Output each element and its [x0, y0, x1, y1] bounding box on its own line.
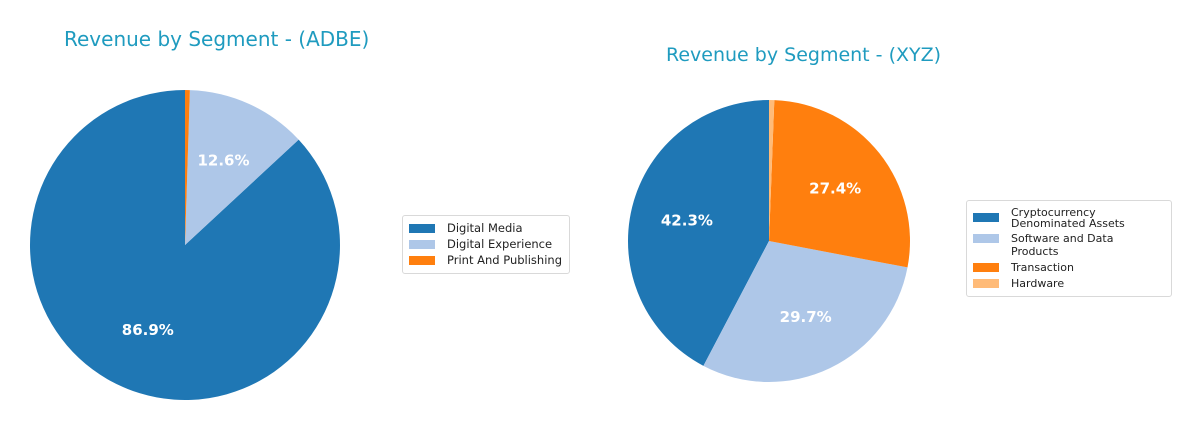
pie-percent-label: 29.7%	[780, 308, 832, 326]
legend-swatch	[409, 240, 435, 249]
legend-swatch	[973, 213, 999, 222]
pie-slice-software-and-data-products	[703, 241, 908, 383]
legend-item-hardware: Hardware	[973, 277, 1164, 290]
pie-slice-print-and-publishing	[185, 90, 190, 245]
legend-swatch	[973, 279, 999, 288]
xyz-chart-panel: Revenue by Segment - (XYZ) 42.3% 29.7% 27.…	[600, 0, 1200, 430]
legend-swatch	[409, 256, 435, 265]
pie-percent-label: 27.4%	[809, 179, 861, 197]
adbe-pie-chart: 86.9% 12.6%	[29, 89, 340, 400]
xyz-chart-title: Revenue by Segment - (XYZ)	[666, 44, 942, 66]
legend-item-software-and-data-products: Software and Data Products	[973, 232, 1164, 258]
legend-item-digital-media: Digital Media	[409, 222, 562, 235]
legend-swatch	[409, 224, 435, 233]
legend-item-transaction: Transaction	[973, 261, 1164, 274]
pie-percent-label: 12.6%	[197, 151, 249, 169]
legend-item-print-and-publishing: Print And Publishing	[409, 254, 562, 267]
adbe-chart-panel: Revenue by Segment - (ADBE) 86.9% 12.6% D…	[29, 27, 570, 400]
legend-swatch	[973, 234, 999, 243]
xyz-legend: Cryptocurrency Denominated Assets Softwa…	[966, 200, 1172, 297]
legend-item-cryptocurrency-denominated-assets: Cryptocurrency Denominated Assets	[973, 207, 1164, 229]
xyz-pie-chart: 42.3% 29.7% 27.4%	[627, 100, 910, 383]
legend-item-digital-experience: Digital Experience	[409, 238, 562, 251]
adbe-legend: Digital Media Digital Experience Print A…	[402, 215, 570, 274]
pie-slice-transaction	[769, 100, 910, 268]
pie-slice-hardware	[769, 100, 775, 241]
pie-slice-digital-media	[29, 89, 340, 400]
pie-percent-label: 42.3%	[661, 212, 713, 230]
adbe-chart-title: Revenue by Segment - (ADBE)	[64, 27, 370, 51]
legend-swatch	[973, 263, 999, 272]
pie-slice-cryptocurrency-denominated-assets	[627, 100, 769, 366]
pie-slice-digital-experience	[185, 90, 299, 245]
pie-percent-label: 86.9%	[122, 321, 174, 339]
